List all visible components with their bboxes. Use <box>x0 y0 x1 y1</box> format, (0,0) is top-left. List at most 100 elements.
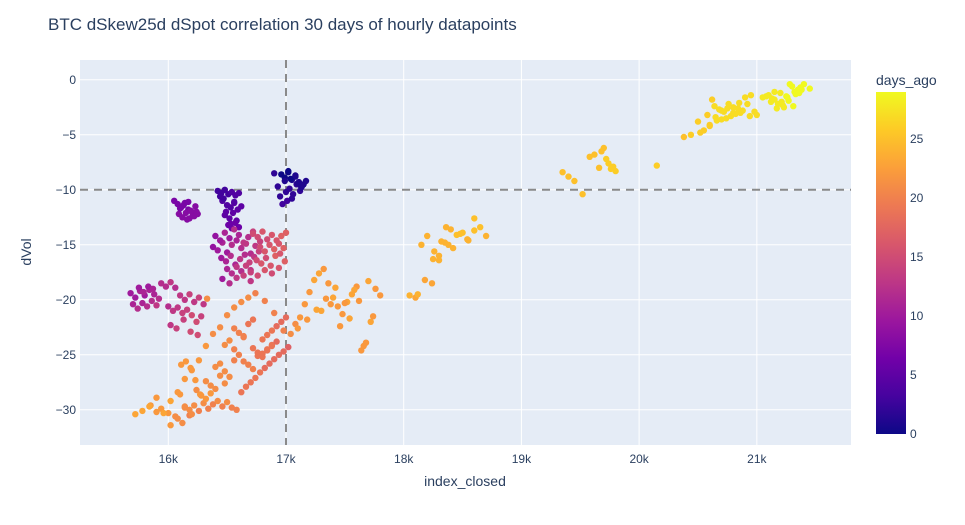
y-tick-label: 0 <box>69 73 76 87</box>
data-point <box>165 303 172 310</box>
data-point <box>598 148 605 155</box>
data-point <box>720 108 728 115</box>
data-point <box>763 93 770 100</box>
colorbar: days_ago 0 5 10 15 20 25 <box>876 72 937 441</box>
data-point <box>288 195 296 202</box>
colorbar-gradient <box>876 92 906 434</box>
data-point <box>240 239 247 246</box>
data-point <box>278 318 285 325</box>
data-point <box>231 325 238 332</box>
data-point <box>264 346 271 353</box>
colorbar-tick-label: 0 <box>910 427 917 441</box>
data-point <box>167 321 174 329</box>
data-point <box>207 390 214 397</box>
data-point <box>591 151 598 158</box>
data-point <box>240 358 247 365</box>
data-point <box>127 290 134 297</box>
data-point <box>435 252 443 259</box>
data-point <box>176 205 184 212</box>
y-tick-label: −30 <box>56 403 77 417</box>
data-point <box>418 241 425 248</box>
colorbar-tick-label: 10 <box>910 309 924 323</box>
data-point <box>261 364 268 372</box>
data-point <box>367 318 374 325</box>
data-point <box>275 351 283 358</box>
data-point <box>442 224 450 231</box>
data-point <box>143 303 151 310</box>
colorbar-ticks: 0 5 10 15 20 25 <box>910 132 924 441</box>
data-point <box>221 368 228 375</box>
data-point <box>734 105 742 112</box>
data-point <box>254 272 261 279</box>
data-point <box>271 309 278 317</box>
data-point <box>193 386 200 394</box>
data-point <box>228 404 235 411</box>
data-point <box>194 210 201 218</box>
colorbar-tick-label: 25 <box>910 132 924 146</box>
data-point <box>223 265 231 273</box>
data-point <box>778 98 785 106</box>
data-point <box>198 313 205 320</box>
data-point <box>706 121 713 129</box>
data-point <box>365 277 372 285</box>
data-point <box>233 263 240 270</box>
data-point <box>300 181 307 188</box>
data-point <box>247 277 254 285</box>
data-point <box>186 291 193 298</box>
data-point <box>181 403 188 410</box>
y-tick-label: −5 <box>62 128 76 142</box>
data-point <box>275 264 283 272</box>
data-point <box>241 251 248 258</box>
data-point <box>223 312 231 319</box>
data-point <box>187 328 194 335</box>
x-tick-label: 16k <box>159 452 179 466</box>
data-point <box>148 297 155 305</box>
data-point <box>744 100 751 108</box>
data-point <box>603 155 610 163</box>
data-point <box>223 398 231 406</box>
data-point <box>221 380 228 387</box>
data-point <box>179 419 186 427</box>
data-point <box>377 292 384 299</box>
data-point <box>135 284 143 291</box>
data-point <box>318 307 325 314</box>
data-point <box>174 304 181 311</box>
data-point <box>332 284 339 291</box>
data-point <box>704 111 711 119</box>
data-point <box>214 247 221 254</box>
data-point <box>751 108 758 115</box>
data-point <box>200 301 207 308</box>
data-point <box>725 100 732 108</box>
y-tick-label: −15 <box>56 238 77 252</box>
data-point <box>233 237 240 244</box>
data-point <box>322 295 330 302</box>
x-axis-ticks: 16k 17k 18k 19k 20k 21k <box>159 452 768 466</box>
data-point <box>212 385 219 393</box>
data-point <box>249 316 257 323</box>
data-point <box>233 406 240 413</box>
data-point <box>346 315 353 322</box>
colorbar-title: days_ago <box>876 72 937 88</box>
data-point <box>226 215 233 222</box>
data-point <box>245 233 252 241</box>
data-point <box>301 301 308 308</box>
data-point <box>320 265 327 273</box>
data-point <box>249 230 257 237</box>
data-point <box>245 361 252 368</box>
data-point <box>286 185 293 192</box>
data-point <box>235 189 243 197</box>
data-point <box>264 331 271 339</box>
data-point <box>796 89 803 97</box>
data-point <box>153 394 160 401</box>
data-point <box>325 280 332 287</box>
data-point <box>139 407 146 415</box>
x-tick-label: 21k <box>747 452 767 466</box>
data-point <box>205 405 212 412</box>
data-point <box>185 198 192 206</box>
data-point <box>285 167 292 175</box>
colorbar-tick-label: 15 <box>910 250 924 264</box>
data-point <box>209 243 217 251</box>
data-point <box>259 228 266 235</box>
data-point <box>271 170 278 177</box>
